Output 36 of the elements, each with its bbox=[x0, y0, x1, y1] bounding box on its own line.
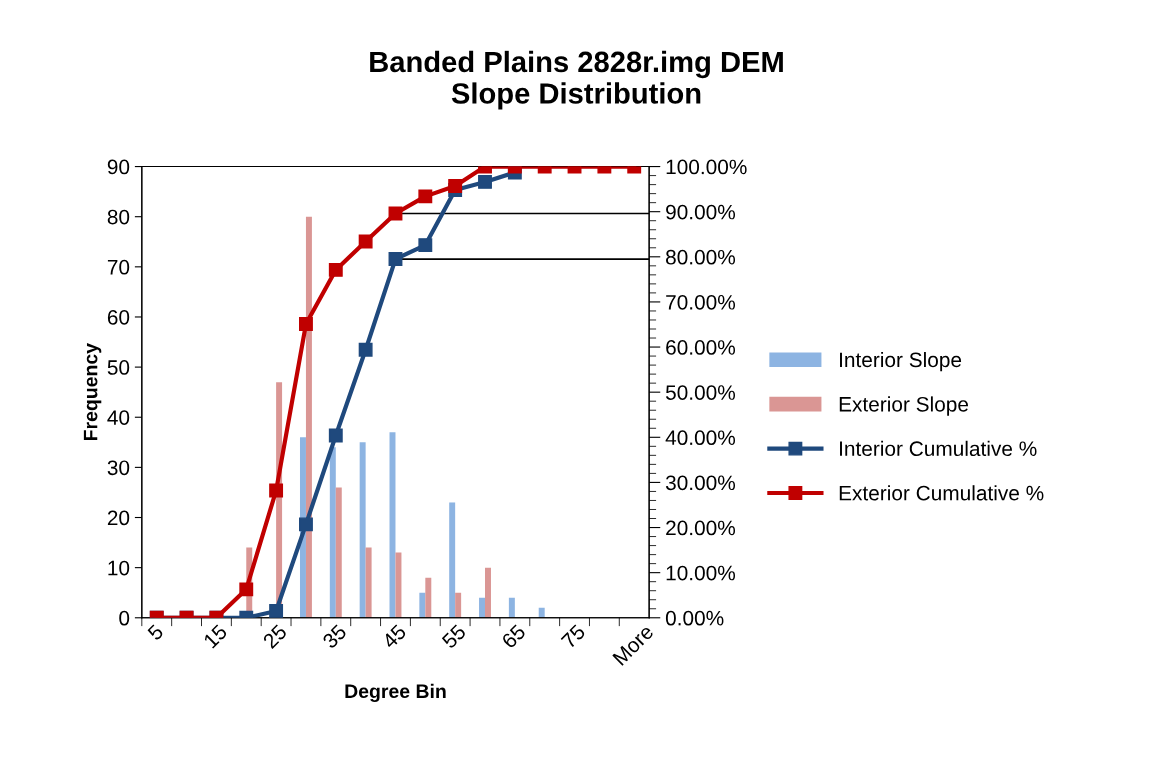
x-tick-label: 35 bbox=[321, 623, 348, 650]
y2-tick-label: 80.00% bbox=[666, 249, 736, 265]
legend-label: Interior Cumulative % bbox=[840, 440, 1037, 457]
y-tick-label: 50 bbox=[107, 360, 130, 375]
x-tick-label: 15 bbox=[203, 623, 228, 649]
legend-label: Interior Slope bbox=[840, 351, 962, 372]
x-axis-title: Degree Bin bbox=[345, 683, 446, 703]
legend-label: Exterior Slope bbox=[839, 396, 969, 416]
y-tick-label: 20 bbox=[107, 510, 130, 526]
y2-tick-label: 50.00% bbox=[665, 385, 736, 400]
y-tick-label: 80 bbox=[107, 209, 130, 225]
y-tick-label: 70 bbox=[107, 259, 130, 275]
y2-tick-label: 70.00% bbox=[666, 294, 736, 310]
y2-tick-label: 40.00% bbox=[665, 430, 736, 446]
y2-tick-label: 10.00% bbox=[666, 565, 736, 581]
chart-title: Banded Plains 2828r.img DEM Slope Distribution bbox=[370, 50, 783, 110]
x-tick-label: 65 bbox=[500, 623, 527, 650]
x-tick-label: 55 bbox=[441, 623, 467, 650]
y-tick-label: 90 bbox=[107, 159, 130, 175]
y-tick-label: 30 bbox=[107, 460, 130, 476]
x-tick-label: 75 bbox=[560, 623, 587, 650]
y-tick-label: 10 bbox=[108, 560, 130, 576]
x-tick-label: 25 bbox=[262, 623, 288, 650]
y2-tick-label: 30.00% bbox=[665, 475, 736, 491]
legend-label: Exterior Cumulative % bbox=[839, 485, 1044, 501]
y-tick-label: 40 bbox=[107, 410, 130, 425]
y2-tick-label: 20.00% bbox=[666, 520, 736, 536]
y2-tick-label: 90.00% bbox=[666, 204, 736, 220]
x-tick-label: 5 bbox=[146, 623, 165, 642]
y-tick-label: 0 bbox=[119, 610, 130, 626]
y-tick-label: 60 bbox=[107, 309, 130, 325]
x-tick-label: 45 bbox=[381, 623, 408, 650]
y2-tick-label: 0.00% bbox=[665, 610, 724, 626]
y2-tick-label: 60.00% bbox=[666, 340, 736, 355]
y-axis-title: Frequency bbox=[83, 343, 102, 441]
y2-tick-label: 100.00% bbox=[666, 159, 747, 175]
